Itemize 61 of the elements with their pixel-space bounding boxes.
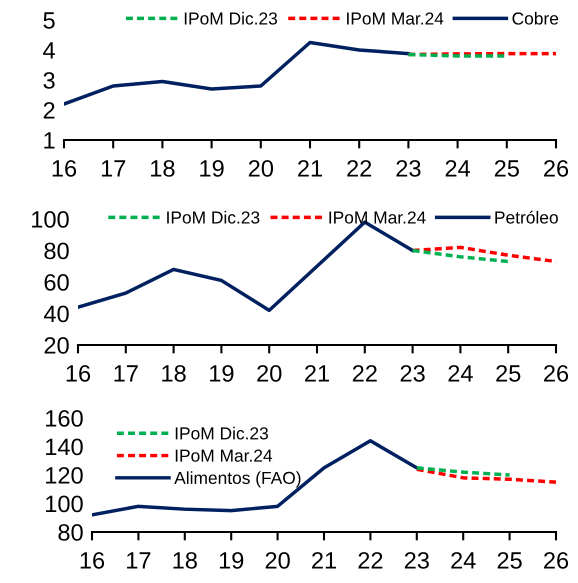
line-series (410, 246, 556, 264)
y-tick-label: 60 (44, 274, 69, 291)
x-tick-label: 16 (52, 160, 76, 177)
legend-label: IPoM Dic.23 (176, 426, 268, 440)
x-tick-label: 17 (114, 365, 138, 382)
legend-label: IPoM Mar.24 (176, 450, 272, 462)
y-tick-label: 4 (43, 42, 55, 59)
x-tick-label: 18 (151, 160, 175, 177)
y-tick-label: 140 (46, 438, 83, 456)
legend-label: IPoM Dic.23 (184, 12, 278, 25)
x-tick-label: 24 (448, 365, 473, 382)
y-tick-label: 100 (32, 211, 69, 228)
y-tick-label: 3 (43, 72, 55, 89)
y-tick-label: 100 (46, 496, 83, 512)
y-tick-label: 160 (46, 410, 83, 427)
legend-label: IPoM Dic.23 (167, 210, 260, 224)
x-tick-label: 20 (257, 365, 282, 382)
x-tick-label: 17 (127, 552, 150, 569)
x-tick-label: 25 (496, 365, 520, 382)
x-tick-label: 18 (162, 365, 186, 382)
x-tick-label: 21 (312, 552, 336, 569)
legend-label: Petróleo (495, 210, 558, 224)
line-series (92, 439, 419, 517)
y-tick-label: 1 (44, 132, 55, 149)
legend-label: Cobre (512, 12, 558, 25)
x-tick-label: 21 (305, 365, 329, 382)
y-tick-label: 40 (44, 306, 69, 322)
legend-label: IPoM Mar.24 (329, 211, 426, 224)
y-tick-label: 80 (44, 242, 69, 260)
y-tick-label: 2 (44, 102, 54, 119)
y-tick-label: 20 (44, 337, 69, 354)
x-tick-label: 25 (498, 552, 522, 569)
line-series (64, 40, 410, 106)
line-series (415, 468, 556, 484)
x-tick-label: 19 (200, 160, 224, 177)
x-tick-label: 19 (210, 365, 234, 382)
x-tick-label: 20 (248, 160, 274, 177)
x-tick-label: 22 (347, 160, 372, 177)
x-tick-label: 17 (102, 160, 126, 177)
x-tick-label: 26 (544, 160, 568, 177)
y-tick-label: 80 (58, 524, 83, 541)
legend-label: Alimentos (FAO) (174, 471, 300, 488)
x-tick-label: 23 (404, 552, 429, 569)
x-tick-label: 22 (358, 552, 382, 569)
x-tick-label: 26 (544, 365, 568, 382)
x-tick-label: 24 (446, 160, 470, 177)
x-tick-label: 24 (451, 552, 476, 569)
x-tick-label: 18 (173, 552, 197, 569)
x-tick-label: 23 (396, 160, 420, 177)
legend-label: IPoM Mar.24 (347, 12, 444, 25)
x-tick-label: 19 (220, 552, 244, 569)
x-tick-label: 21 (298, 160, 322, 177)
y-tick-label: 120 (46, 467, 83, 484)
x-tick-label: 16 (66, 365, 90, 382)
x-tick-label: 25 (494, 160, 519, 177)
y-tick-label: 5 (43, 12, 55, 29)
x-tick-label: 16 (80, 552, 104, 569)
x-tick-label: 22 (352, 365, 377, 382)
x-tick-label: 26 (544, 552, 568, 569)
x-tick-label: 20 (266, 552, 290, 569)
x-tick-label: 23 (400, 365, 425, 382)
